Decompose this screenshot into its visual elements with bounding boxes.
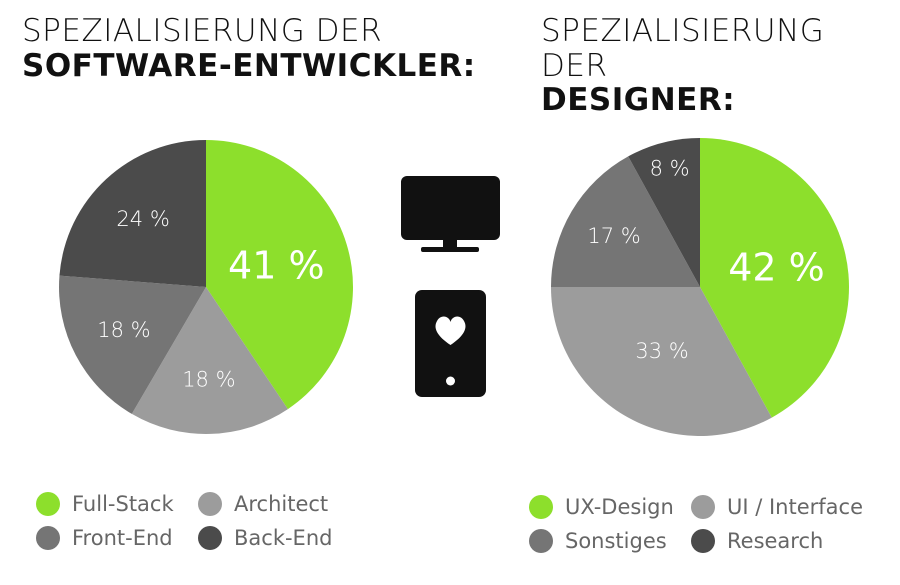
- slice-label: 8 %: [650, 157, 690, 181]
- legend-item: Architect: [198, 492, 328, 516]
- legend-developers: Full-Stack Architect Front-End Back-End: [36, 492, 376, 562]
- legend-swatch: [198, 526, 222, 550]
- pie-chart-designers: 42 % 33 % 17 % 8 %: [551, 138, 850, 437]
- smartphone-heart-icon: [415, 290, 486, 397]
- legend-item: UI / Interface: [691, 495, 863, 519]
- legend-swatch: [36, 526, 60, 550]
- slice-label: 17 %: [587, 224, 640, 248]
- legend-item: Sonstiges: [529, 529, 667, 553]
- legend-item: UX-Design: [529, 495, 674, 519]
- legend-swatch: [36, 492, 60, 516]
- slice-label: 18 %: [182, 368, 235, 392]
- legend-label: Full-Stack: [72, 492, 174, 516]
- legend-label: Sonstiges: [565, 529, 667, 553]
- heart-icon: [435, 316, 466, 345]
- legend-designers: UX-Design UI / Interface Sonstiges Research: [529, 495, 889, 565]
- pie-slice-ui-interface: [551, 287, 772, 437]
- pie-slice-architect: [131, 287, 288, 434]
- pie-slice-ux-design: [700, 138, 850, 418]
- legend-label: Architect: [234, 492, 329, 516]
- pie-slice-full-stack: [206, 140, 353, 410]
- pie-slice-front-end: [58, 275, 207, 414]
- left-title-line1: SPEZIALISIERUNG DER: [22, 13, 383, 49]
- legend-label: Front-End: [72, 526, 173, 550]
- pie-slice-back-end: [59, 140, 206, 287]
- monitor-icon: [401, 176, 500, 252]
- legend-label: Research: [727, 529, 824, 553]
- pie-chart-developers: 41 % 18 % 18 % 24 %: [58, 140, 353, 434]
- slice-label: 18 %: [97, 318, 150, 342]
- legend-swatch: [691, 495, 715, 519]
- legend-label: Back-End: [234, 526, 333, 550]
- right-panel-title: SPEZIALISIERUNG DER DESIGNER:: [541, 14, 900, 118]
- right-title-line2: DESIGNER:: [541, 82, 736, 119]
- legend-swatch: [529, 495, 553, 519]
- legend-item: Front-End: [36, 526, 173, 550]
- right-title-line1: SPEZIALISIERUNG DER: [541, 13, 825, 84]
- pie-slice-sonstiges: [551, 156, 700, 287]
- left-title-line2: SOFTWARE-ENTWICKLER:: [22, 47, 476, 84]
- pie-slice-research: [628, 138, 700, 287]
- slice-label: 42 %: [728, 245, 825, 289]
- slice-label: 33 %: [635, 339, 688, 363]
- legend-swatch: [198, 492, 222, 516]
- slice-label: 24 %: [116, 207, 169, 231]
- left-panel-title: SPEZIALISIERUNG DER SOFTWARE-ENTWICKLER:: [22, 14, 476, 83]
- legend-swatch: [529, 529, 553, 553]
- legend-label: UX-Design: [565, 495, 674, 519]
- legend-item: Back-End: [198, 526, 332, 550]
- legend-item: Research: [691, 529, 823, 553]
- legend-item: Full-Stack: [36, 492, 174, 516]
- legend-swatch: [691, 529, 715, 553]
- legend-label: UI / Interface: [727, 495, 864, 519]
- slice-label: 41 %: [228, 244, 325, 288]
